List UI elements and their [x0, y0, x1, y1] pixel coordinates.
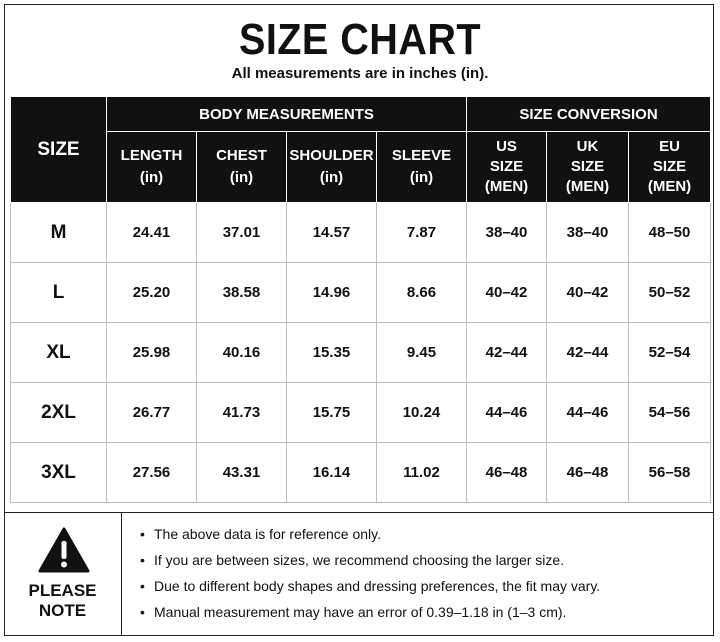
sleeve-cell: 8.66: [376, 262, 467, 323]
eu-size-cell: 48–50: [628, 202, 711, 263]
size-chart-table: SIZE BODY MEASUREMENTS SIZE CONVERSION L…: [10, 96, 711, 503]
page-title: SIZE CHART: [238, 15, 482, 64]
size-cell: M: [10, 202, 107, 263]
note-text: Due to different body shapes and dressin…: [154, 578, 601, 594]
length-cell: 25.98: [106, 322, 197, 383]
body-measurements-header: BODY MEASUREMENTS: [106, 96, 467, 132]
us-size-cell: 40–42: [466, 262, 547, 323]
shoulder-cell: 15.75: [286, 382, 377, 443]
shoulder-cell: 15.35: [286, 322, 377, 383]
list-item: • The above data is for reference only.: [134, 521, 704, 547]
length-label: LENGTH: [120, 147, 183, 164]
column-header-row: LENGTH (in) CHEST (in) SHOULDER (in) SLE…: [11, 131, 711, 203]
size-conversion-header: SIZE CONVERSION: [466, 96, 711, 132]
us-size-cell: 46–48: [466, 442, 547, 503]
shoulder-cell: 16.14: [286, 442, 377, 503]
eu-size-column-header: EU SIZE (MEN): [628, 131, 711, 203]
note-label: PLEASE NOTE: [4, 581, 121, 621]
eu-size-cell: 50–52: [628, 262, 711, 323]
bullet: •: [140, 578, 145, 594]
uk-size-cell: 42–44: [546, 322, 629, 383]
table-row: 2XL 26.77 41.73 15.75 10.24 44–46 44–46 …: [10, 382, 711, 443]
chest-column-header: CHEST (in): [196, 131, 287, 203]
table-row: 3XL 27.56 43.31 16.14 11.02 46–48 46–48 …: [10, 442, 711, 503]
uk-line-1: UK: [576, 138, 599, 155]
uk-size-cell: 38–40: [546, 202, 629, 263]
us-size-cell: 38–40: [466, 202, 547, 263]
length-column-header: LENGTH (in): [106, 131, 197, 203]
length-cell: 24.41: [106, 202, 197, 263]
chest-cell: 41.73: [196, 382, 287, 443]
note-text: The above data is for reference only.: [154, 526, 381, 542]
uk-size-cell: 44–46: [546, 382, 629, 443]
chest-unit: (in): [229, 169, 254, 186]
shoulder-cell: 14.57: [286, 202, 377, 263]
us-size-column-header: US SIZE (MEN): [466, 131, 547, 203]
uk-size-cell: 46–48: [546, 442, 629, 503]
page-subtitle: All measurements are in inches (in).: [231, 65, 489, 82]
uk-line-3: (MEN): [565, 178, 610, 195]
table-header: SIZE BODY MEASUREMENTS SIZE CONVERSION L…: [10, 96, 711, 203]
please-note-section: PLEASE NOTE • The above data is for refer…: [4, 512, 714, 636]
chest-cell: 43.31: [196, 442, 287, 503]
us-line-1: US: [496, 138, 517, 155]
eu-size-cell: 52–54: [628, 322, 711, 383]
sleeve-column-header: SLEEVE (in): [376, 131, 467, 203]
length-unit: (in): [139, 169, 164, 186]
list-item: • If you are between sizes, we recommend …: [134, 547, 704, 573]
list-item: • Due to different body shapes and dressi…: [134, 573, 704, 599]
note-text: Manual measurement may have an error of …: [154, 604, 567, 620]
us-size-cell: 44–46: [466, 382, 547, 443]
table-row: M 24.41 37.01 14.57 7.87 38–40 38–40 48–…: [10, 202, 711, 263]
uk-size-column-header: UK SIZE (MEN): [546, 131, 629, 203]
length-cell: 27.56: [106, 442, 197, 503]
size-cell: 2XL: [10, 382, 107, 443]
list-item: • Manual measurement may have an error of…: [134, 599, 704, 625]
eu-size-cell: 54–56: [628, 382, 711, 443]
note-label-line-1: PLEASE: [28, 581, 97, 600]
shoulder-label: SHOULDER: [289, 147, 374, 164]
note-text: If you are between sizes, we recommend c…: [154, 552, 565, 568]
table-body: M 24.41 37.01 14.57 7.87 38–40 38–40 48–…: [10, 202, 711, 503]
eu-line-2: SIZE: [652, 158, 687, 175]
shoulder-cell: 14.96: [286, 262, 377, 323]
table-row: XL 25.98 40.16 15.35 9.45 42–44 42–44 52…: [10, 322, 711, 383]
sleeve-cell: 9.45: [376, 322, 467, 383]
size-cell: 3XL: [10, 442, 107, 503]
eu-size-cell: 56–58: [628, 442, 711, 503]
uk-line-2: SIZE: [570, 158, 605, 175]
eu-line-3: (MEN): [647, 178, 692, 195]
note-label-panel: PLEASE NOTE: [4, 513, 122, 636]
shoulder-column-header: SHOULDER (in): [286, 131, 377, 203]
size-column-header: SIZE: [10, 96, 107, 203]
eu-line-1: EU: [659, 138, 680, 155]
length-cell: 26.77: [106, 382, 197, 443]
bullet: •: [140, 604, 145, 620]
group-header-row: SIZE BODY MEASUREMENTS SIZE CONVERSION: [10, 96, 711, 203]
chest-cell: 40.16: [196, 322, 287, 383]
sleeve-cell: 10.24: [376, 382, 467, 443]
us-size-cell: 42–44: [466, 322, 547, 383]
sleeve-label: SLEEVE: [391, 147, 452, 164]
table-row: L 25.20 38.58 14.96 8.66 40–42 40–42 50–…: [10, 262, 711, 323]
us-line-2: SIZE: [489, 158, 524, 175]
chest-label: CHEST: [216, 147, 267, 164]
size-cell: XL: [10, 322, 107, 383]
sleeve-cell: 11.02: [376, 442, 467, 503]
chest-cell: 37.01: [196, 202, 287, 263]
note-label-line-2: NOTE: [38, 601, 87, 620]
sleeve-unit: (in): [409, 169, 434, 186]
length-cell: 25.20: [106, 262, 197, 323]
sleeve-cell: 7.87: [376, 202, 467, 263]
note-list: • The above data is for reference only. •…: [134, 521, 704, 625]
shoulder-unit: (in): [319, 169, 344, 186]
size-cell: L: [10, 262, 107, 323]
uk-size-cell: 40–42: [546, 262, 629, 323]
us-line-3: (MEN): [484, 178, 529, 195]
bullet: •: [140, 552, 145, 568]
warning-icon: [38, 527, 90, 573]
chest-cell: 38.58: [196, 262, 287, 323]
bullet: •: [140, 526, 145, 542]
outer-frame: [4, 4, 714, 636]
